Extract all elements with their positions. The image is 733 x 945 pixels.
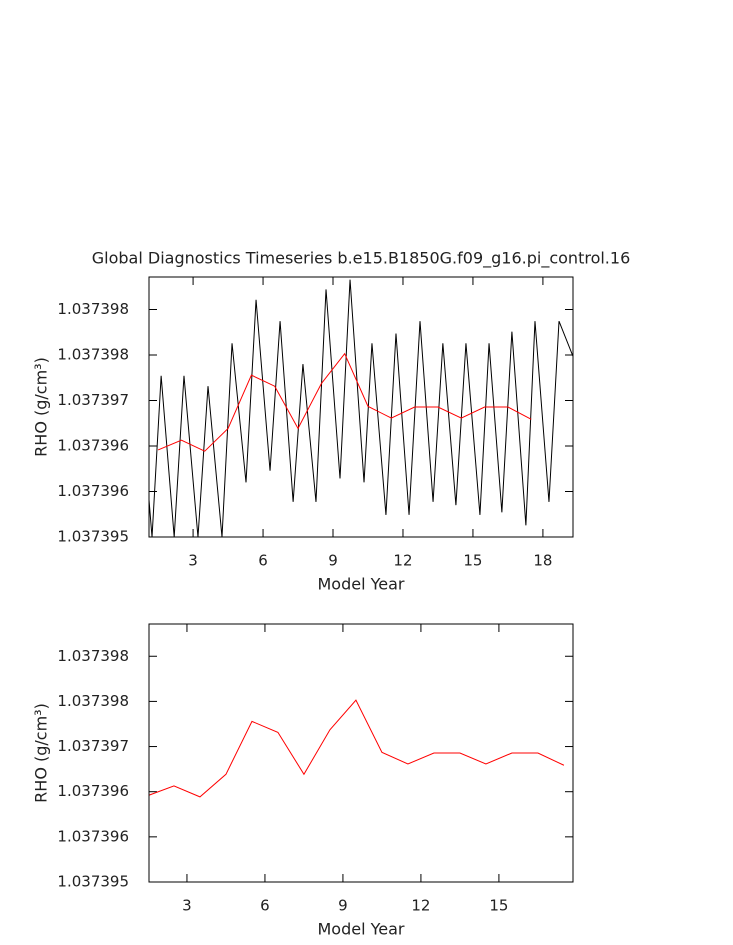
y-axis-label: RHO (g/cm³) xyxy=(32,357,51,457)
y-tick-label: 1.037396 xyxy=(57,782,129,800)
x-axis-label: Model Year xyxy=(318,920,405,939)
x-tick-label: 6 xyxy=(260,897,270,915)
x-tick-label: 9 xyxy=(338,897,348,915)
y-tick-label: 1.037396 xyxy=(57,482,129,500)
plot-frame xyxy=(148,276,574,538)
y-tick-label: 1.037396 xyxy=(57,437,129,455)
y-tick-label: 1.037397 xyxy=(57,737,129,755)
y-tick-label: 1.037395 xyxy=(57,873,129,891)
x-tick-label: 3 xyxy=(188,552,198,570)
x-tick-label: 12 xyxy=(393,552,412,570)
y-tick-label: 1.037396 xyxy=(57,827,129,845)
x-tick-label: 9 xyxy=(328,552,338,570)
y-tick-label: 1.037398 xyxy=(57,346,129,364)
x-tick-label: 3 xyxy=(182,897,192,915)
x-tick-label: 15 xyxy=(489,897,508,915)
x-axis-label: Model Year xyxy=(318,575,405,594)
chart-title: Global Diagnostics Timeseries b.e15.B185… xyxy=(92,249,631,269)
y-tick-label: 1.037398 xyxy=(57,647,129,665)
y-tick-label: 1.037397 xyxy=(57,391,129,409)
plot-frame xyxy=(148,623,574,883)
plot-area xyxy=(149,279,573,537)
x-tick-label: 6 xyxy=(258,552,268,570)
y-tick-label: 1.037398 xyxy=(57,692,129,710)
y-axis-label: RHO (g/cm³) xyxy=(32,703,51,803)
y-tick-label: 1.037395 xyxy=(57,528,129,546)
x-tick-label: 12 xyxy=(411,897,430,915)
line-series xyxy=(149,699,565,798)
plot-area xyxy=(149,699,565,798)
x-tick-label: 18 xyxy=(533,552,552,570)
line-series xyxy=(157,352,532,452)
x-tick-label: 15 xyxy=(463,552,482,570)
y-tick-label: 1.037398 xyxy=(57,300,129,318)
